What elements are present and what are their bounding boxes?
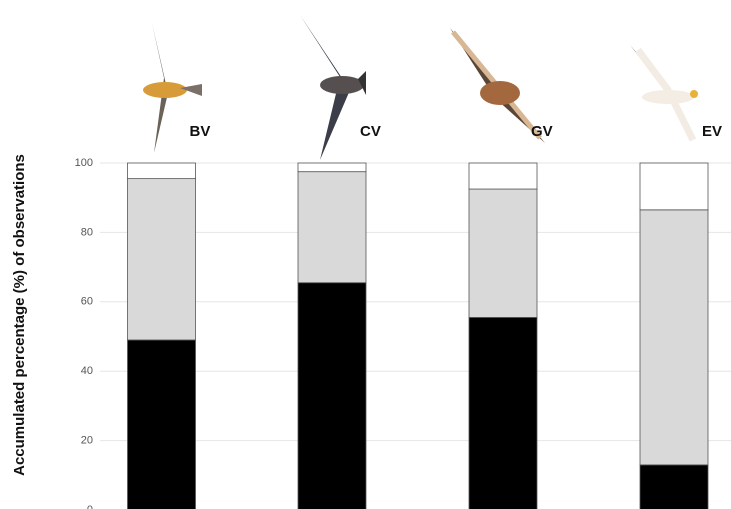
- bar-segment: [297, 282, 367, 509]
- bar-segment: [127, 339, 196, 509]
- category-label: BV: [190, 123, 211, 140]
- bar-segment: [468, 188, 538, 318]
- bar-segment: [639, 464, 709, 509]
- bird-icons: [143, 15, 698, 160]
- bar-segment: [468, 162, 538, 190]
- category-label: EV: [702, 123, 722, 140]
- bar-segment: [127, 178, 196, 341]
- y-axis-label: Accumulated percentage (%) of observatio…: [11, 154, 28, 476]
- y-tick-label: 80: [81, 226, 93, 238]
- bar-segment: [297, 171, 367, 284]
- y-tick-label: 100: [75, 157, 93, 169]
- y-tick-label: 20: [81, 435, 93, 447]
- bar-segment: [127, 162, 196, 180]
- category-label: CV: [360, 123, 381, 140]
- y-tick-label: 0: [87, 504, 93, 509]
- bird-ev: [630, 45, 698, 150]
- bird-bv: [143, 23, 202, 153]
- bar-segment: [639, 209, 709, 466]
- y-tick-label: 40: [81, 365, 93, 377]
- bird-cv: [300, 15, 366, 160]
- bar-segment: [639, 162, 709, 211]
- category-label: GV: [531, 123, 553, 140]
- bird-gv: [450, 28, 545, 143]
- bar-segment: [297, 162, 367, 173]
- y-tick-label: 60: [81, 296, 93, 308]
- bar-segment: [468, 317, 538, 509]
